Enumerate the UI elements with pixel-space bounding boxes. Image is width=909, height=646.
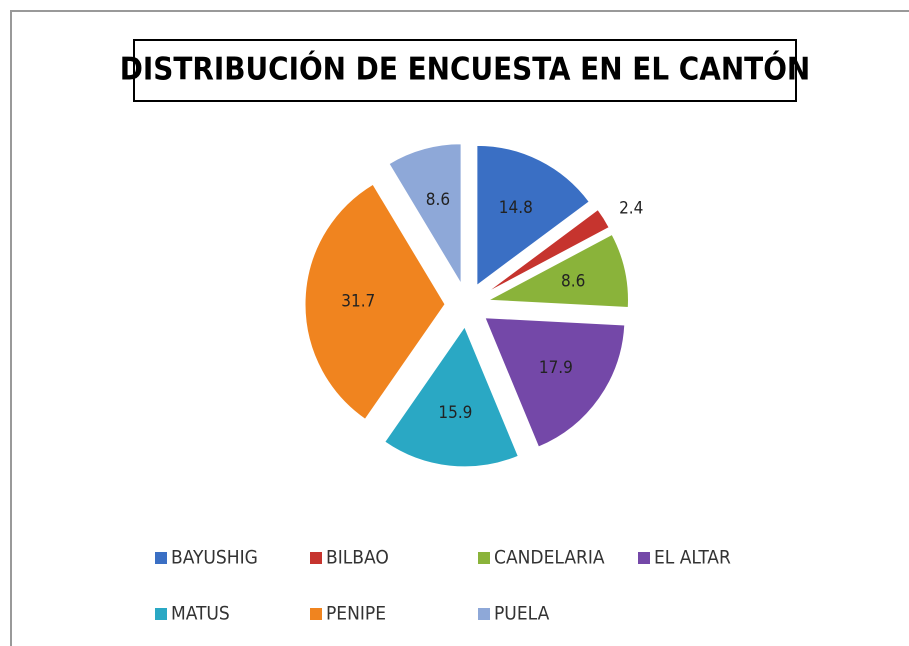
legend-swatch	[310, 552, 322, 564]
legend-swatch	[638, 552, 650, 564]
data-label: 15.9	[438, 403, 472, 423]
chart-title: DISTRIBUCIÓN DE ENCUESTA EN EL CANTÓN	[120, 51, 811, 88]
legend-label: BILBAO	[326, 547, 389, 569]
data-label: 2.4	[619, 199, 643, 219]
pie-slice	[476, 144, 590, 287]
data-label: 17.9	[539, 358, 573, 378]
legend-swatch	[478, 608, 490, 620]
pie-slice	[384, 325, 519, 468]
legend-swatch	[155, 608, 167, 620]
legend-label: EL ALTAR	[654, 547, 731, 569]
legend-swatch	[478, 552, 490, 564]
data-label: 8.6	[426, 190, 450, 210]
data-label: 31.7	[341, 291, 375, 311]
legend-swatch	[155, 552, 167, 564]
title-box	[133, 39, 797, 102]
legend-label: PENIPE	[326, 603, 386, 625]
pie-slice	[485, 208, 610, 294]
pie-slice	[486, 233, 629, 309]
data-label: 8.6	[561, 271, 585, 291]
pie-slice	[304, 183, 446, 420]
legend-label: MATUS	[171, 603, 230, 625]
data-label: 14.8	[499, 198, 533, 218]
pie-slice	[484, 317, 626, 448]
legend-swatch	[310, 608, 322, 620]
legend-label: CANDELARIA	[494, 547, 605, 569]
legend-label: PUELA	[494, 603, 550, 625]
pie-slice	[388, 143, 462, 286]
legend-label: BAYUSHIG	[171, 547, 258, 569]
